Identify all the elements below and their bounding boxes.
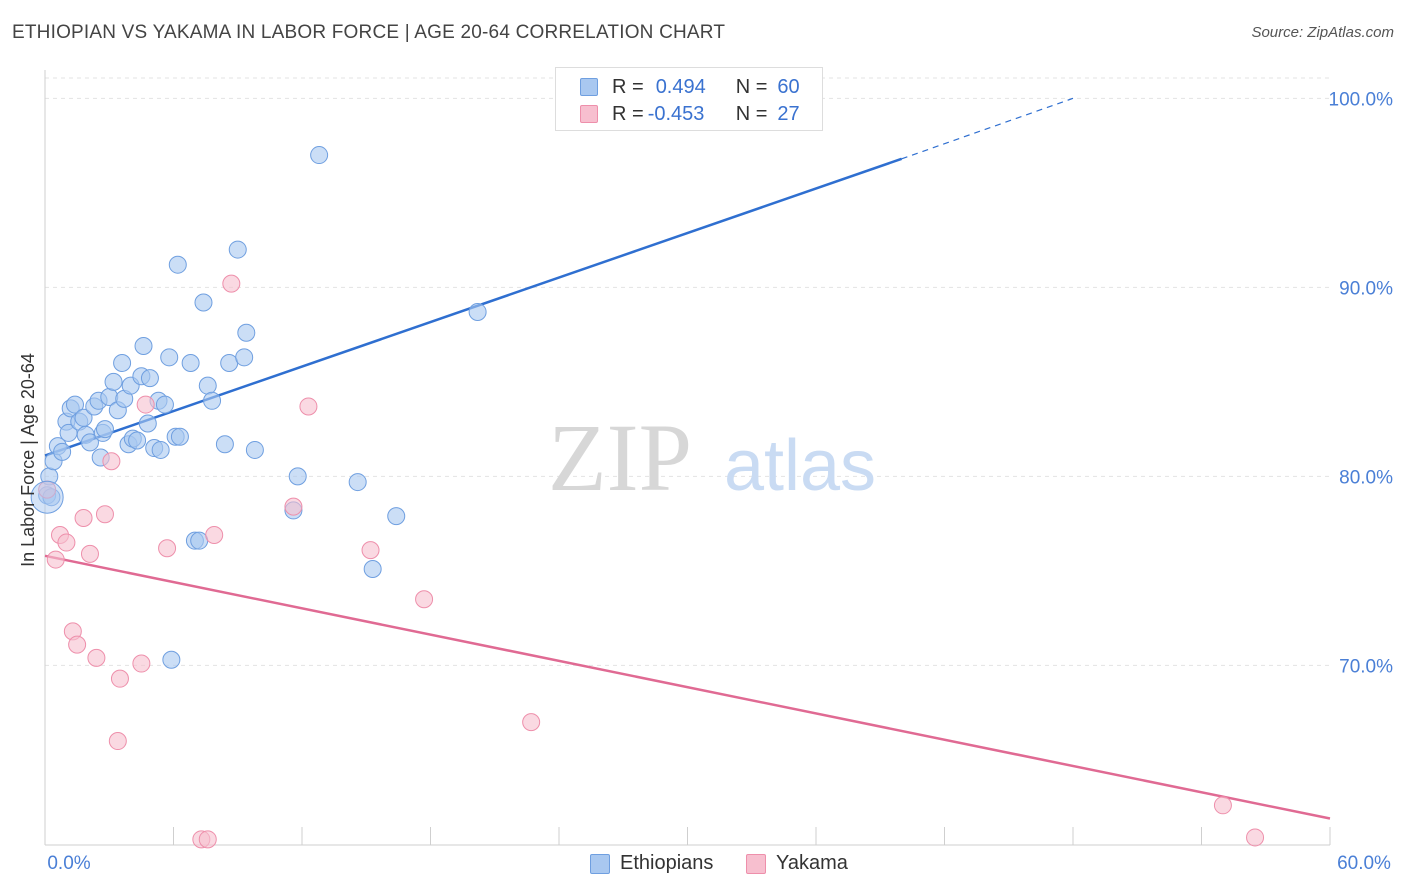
legend-label-yakama: Yakama: [776, 852, 848, 874]
ethiopian-point: [363, 560, 382, 579]
yakama-point: [110, 669, 129, 688]
legend-item-yakama: Yakama: [746, 852, 848, 875]
legend-row-ethiopians: R = 0.494 N = 60: [556, 74, 800, 100]
x-tick-label: 0.0%: [47, 853, 90, 874]
yakama-point: [522, 713, 541, 732]
watermark-atlas: atlas: [724, 426, 876, 506]
ethiopian-point: [140, 369, 159, 388]
ethiopian-point: [113, 353, 132, 372]
ethiopian-point: [181, 353, 200, 372]
yakama-point: [46, 550, 65, 569]
watermark-zip: ZIP: [548, 404, 692, 511]
legend-swatch-ethiopians: [590, 853, 610, 874]
ethiopian-point: [198, 376, 217, 395]
ethiopian-point: [162, 650, 181, 669]
yakama-point: [222, 274, 241, 293]
ethiopian-point: [235, 348, 254, 367]
y-tick-label: 100.0%: [1329, 89, 1394, 110]
ethiopian-point: [228, 240, 247, 259]
yakama-point: [74, 508, 93, 527]
grid: [45, 77, 1330, 666]
ethiopian-point: [160, 348, 179, 367]
ethiopian-point: [53, 442, 72, 461]
yakama-point: [361, 541, 380, 560]
ethiopian-point: [134, 336, 153, 355]
legend-r-value: 0.494: [655, 75, 706, 98]
ethiopian-point: [190, 531, 209, 550]
yakama-point: [1246, 828, 1265, 847]
legend-r-value: -0.453: [647, 102, 705, 125]
ethiopian-point: [237, 323, 256, 342]
y-tick-label: 80.0%: [1339, 467, 1393, 488]
yakama-point: [68, 635, 87, 654]
ethiopian-point: [310, 146, 329, 165]
axes: [44, 70, 1331, 846]
ethiopian-point: [215, 435, 234, 454]
y-axis-label: In Labor Force | Age 20-64: [18, 353, 38, 567]
yakama-point: [95, 505, 114, 524]
yakama-point: [132, 654, 151, 673]
correlation-legend: R = 0.494 N = 60 R = -0.453 N = 27: [555, 67, 823, 131]
y-tick-label: 70.0%: [1339, 656, 1393, 677]
legend-n-label: N =: [735, 102, 768, 125]
ethiopian-point: [203, 391, 222, 410]
yakama-point: [136, 395, 155, 414]
chart-title: ETHIOPIAN VS YAKAMA IN LABOR FORCE | AGE…: [12, 22, 726, 43]
ethiopian-point: [138, 414, 157, 433]
tick-labels: 70.0% 80.0% 90.0% 100.0% 0.0% 60.0%: [47, 89, 1393, 874]
yakama-point: [299, 397, 318, 416]
x-tick-label: 60.0%: [1337, 853, 1391, 874]
y-tick-label: 90.0%: [1339, 278, 1393, 299]
ethiopian-point: [95, 420, 114, 439]
ethiopian-point: [194, 293, 213, 312]
legend-label-ethiopians: Ethiopians: [620, 852, 714, 874]
trend-line-yakama: [44, 554, 1331, 820]
yakama-point: [158, 539, 177, 558]
data-points: [30, 146, 1265, 849]
legend-n-label: N =: [735, 75, 768, 98]
source-label: Source: ZipAtlas.com: [1251, 24, 1394, 41]
watermark: ZIP atlas: [548, 404, 876, 511]
ethiopian-point: [387, 507, 406, 526]
yakama-point: [80, 544, 99, 563]
ethiopian-point: [170, 427, 189, 446]
ethiopian-point: [468, 302, 487, 321]
ethiopian-point: [128, 431, 147, 450]
legend-n-value: 27: [777, 102, 800, 125]
yakama-point: [108, 732, 127, 751]
ethiopian-point: [288, 467, 307, 486]
yakama-point: [205, 526, 224, 544]
ethiopian-point: [168, 255, 187, 274]
legend-n-value: 60: [777, 75, 800, 98]
ethiopian-point: [65, 395, 84, 414]
ethiopian-point: [155, 395, 174, 414]
yakama-point: [57, 533, 76, 552]
legend-swatch-yakama: [580, 105, 598, 123]
yakama-point: [198, 830, 217, 849]
ethiopian-point: [348, 473, 367, 492]
legend-row-yakama: R = -0.453 N = 27: [556, 101, 800, 127]
ethiopian-point-large: [30, 480, 64, 514]
series-legend: Ethiopians Yakama: [0, 852, 1406, 876]
legend-r-label: R =: [612, 75, 644, 98]
ethiopian-point: [80, 433, 99, 452]
trend-line-extension: [901, 97, 1074, 160]
yakama-point: [1213, 796, 1232, 815]
legend-swatch-yakama: [746, 853, 766, 874]
ethiopian-point: [104, 372, 123, 391]
ethiopian-point: [151, 440, 170, 459]
yakama-point: [87, 648, 106, 667]
ethiopian-point: [245, 440, 264, 459]
legend-item-ethiopians: Ethiopians: [590, 852, 713, 875]
legend-r-label: R =: [612, 102, 644, 125]
legend-swatch-ethiopians: [580, 78, 598, 96]
yakama-point: [102, 452, 121, 471]
ethiopian-point: [220, 353, 239, 372]
yakama-point: [415, 590, 434, 609]
yakama-point: [284, 497, 303, 516]
